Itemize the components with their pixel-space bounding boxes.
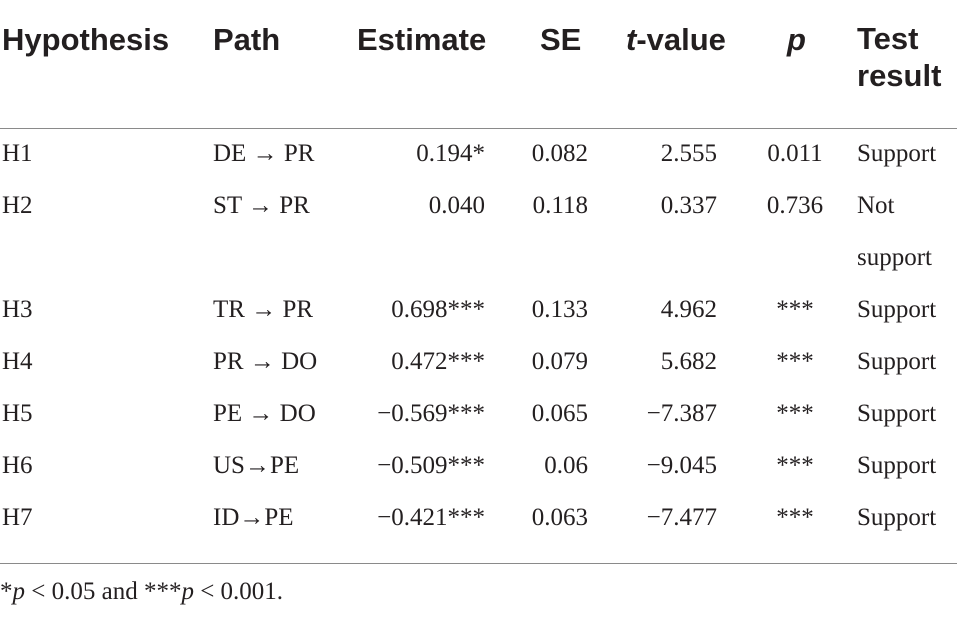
header-p-italic: p xyxy=(787,22,806,57)
cell-se: 0.079 xyxy=(531,348,588,375)
cell-se: 0.118 xyxy=(532,192,588,219)
cell-test-result: Support xyxy=(857,348,937,375)
table-row: H6 US→PE −0.509*** 0.06 −9.045 *** Support xyxy=(0,440,957,492)
cell-p: 0.736 xyxy=(766,192,824,219)
table-footnote: *p < 0.05 and ***p < 0.001. xyxy=(0,572,283,612)
cell-hypothesis: H7 xyxy=(2,504,33,531)
cell-p: *** xyxy=(776,348,814,375)
header-divider xyxy=(0,128,957,129)
cell-path: DE → PR xyxy=(213,140,315,167)
header-p: p xyxy=(787,20,806,60)
cell-path: ST → PR xyxy=(213,192,310,219)
cell-t-value: 0.337 xyxy=(660,192,717,219)
cell-t-value: −9.045 xyxy=(646,452,717,479)
cell-test-result: Support xyxy=(857,400,937,427)
table-row: H1 DE → PR 0.194* 0.082 2.555 0.011 Support xyxy=(0,128,957,180)
cell-t-value: −7.387 xyxy=(646,400,717,427)
table-row: H4 PR → DO 0.472*** 0.079 5.682 *** Support xyxy=(0,336,957,388)
cell-se: 0.082 xyxy=(531,140,588,167)
cell-estimate: −0.569*** xyxy=(377,400,485,427)
table-row: H7 ID→PE −0.421*** 0.063 −7.477 *** Support xyxy=(0,492,957,544)
table-header: Hypothesis Path Estimate SE t-value p Te… xyxy=(0,0,957,128)
cell-hypothesis: H3 xyxy=(2,296,33,323)
cell-estimate: 0.194* xyxy=(416,140,485,167)
cell-estimate: 0.698*** xyxy=(391,296,485,323)
cell-se: 0.133 xyxy=(531,296,588,323)
cell-test-result: Support xyxy=(857,296,937,323)
cell-path: US→PE xyxy=(213,452,300,479)
header-t-italic: t xyxy=(626,22,637,57)
cell-estimate: −0.421*** xyxy=(377,504,485,531)
footnote-part3: < 0.001. xyxy=(193,578,284,605)
cell-p: *** xyxy=(776,504,814,531)
cell-path: TR → PR xyxy=(213,296,314,323)
header-t-value: t-value xyxy=(626,20,726,60)
cell-test-result: Not support xyxy=(857,192,932,271)
cell-hypothesis: H1 xyxy=(2,140,33,167)
cell-t-value: 5.682 xyxy=(660,348,717,375)
table-row: H3 TR → PR 0.698*** 0.133 4.962 *** Support xyxy=(0,284,957,336)
cell-p: *** xyxy=(776,452,814,479)
cell-estimate: 0.040 xyxy=(428,192,485,219)
table-row: H5 PE → DO −0.569*** 0.065 −7.387 *** Support xyxy=(0,388,957,440)
header-hypothesis: Hypothesis xyxy=(2,22,170,57)
cell-path: PR → DO xyxy=(213,348,318,375)
footer-divider xyxy=(0,563,957,564)
header-estimate: Estimate xyxy=(357,22,487,57)
cell-t-value: 2.555 xyxy=(660,140,717,167)
cell-t-value: −7.477 xyxy=(646,504,717,531)
cell-path: ID→PE xyxy=(213,504,294,531)
footnote-p2: p xyxy=(181,578,194,605)
header-path: Path xyxy=(213,22,281,57)
cell-hypothesis: H5 xyxy=(2,400,33,427)
cell-test-result: Support xyxy=(857,452,937,479)
table-row: H2 ST → PR 0.040 0.118 0.337 0.736 Not support xyxy=(0,180,957,271)
cell-p: *** xyxy=(776,296,814,323)
cell-path: PE → DO xyxy=(213,400,316,427)
cell-estimate: −0.509*** xyxy=(377,452,485,479)
cell-estimate: 0.472*** xyxy=(391,348,485,375)
cell-se: 0.065 xyxy=(531,400,588,427)
cell-test-result: Support xyxy=(857,504,937,531)
cell-p: *** xyxy=(776,400,814,427)
cell-test-result: Support xyxy=(857,140,937,167)
cell-t-value: 4.962 xyxy=(660,296,717,323)
footnote-p1: p xyxy=(12,578,26,605)
header-t-rest: -value xyxy=(636,22,726,57)
cell-se: 0.06 xyxy=(544,452,588,479)
cell-hypothesis: H4 xyxy=(2,348,33,375)
header-se: SE xyxy=(540,22,582,57)
cell-se: 0.063 xyxy=(531,504,588,531)
footnote-part2: < 0.05 and *** xyxy=(25,578,182,605)
cell-p: 0.011 xyxy=(767,140,823,167)
header-test-result: Test result xyxy=(857,21,942,93)
cell-hypothesis: H6 xyxy=(2,452,33,479)
footnote-part1: * xyxy=(0,578,13,605)
cell-hypothesis: H2 xyxy=(2,192,33,219)
